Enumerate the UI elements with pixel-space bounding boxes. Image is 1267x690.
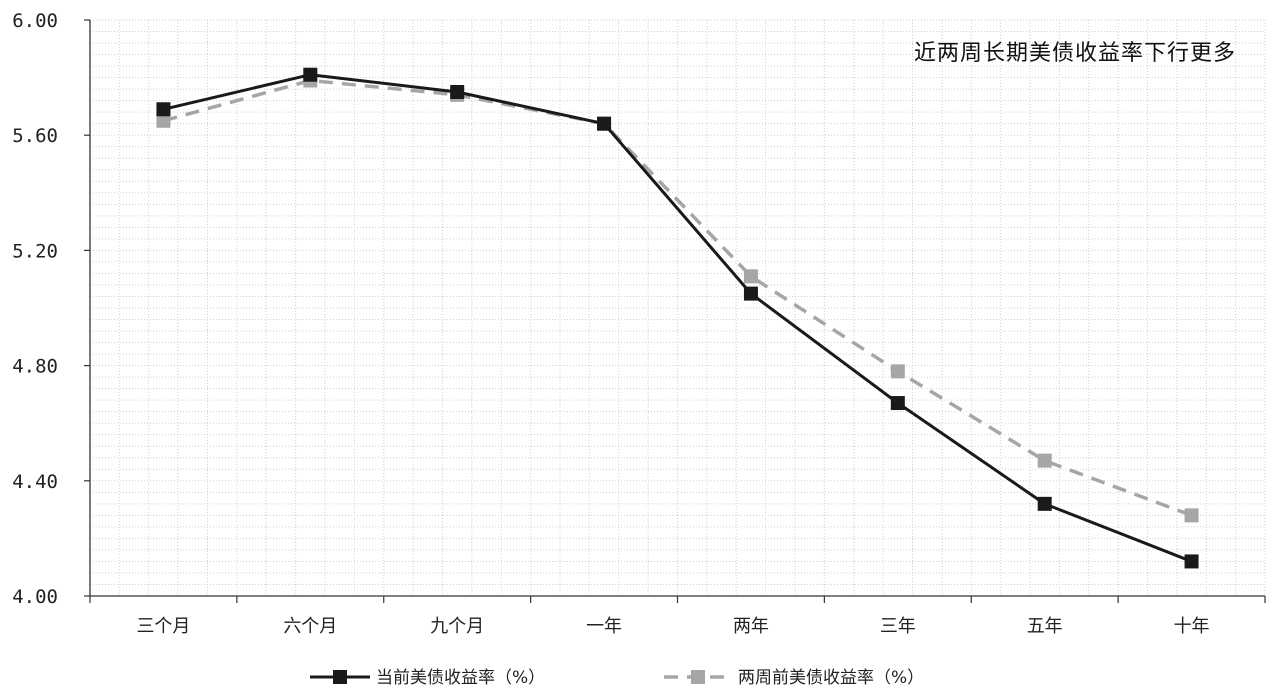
x-category-label: 十年 [1174,616,1210,637]
y-tick-label: 4.00 [12,586,58,608]
series-1-point [890,364,905,379]
series-0-point [303,67,318,82]
grid [90,19,1266,597]
x-category-label: 两年 [733,616,769,637]
x-category-label: 一年 [586,616,622,637]
x-category-label: 九个月 [430,616,484,637]
x-category-label: 五年 [1027,616,1063,637]
x-category-label: 三年 [880,616,916,637]
series-0-point [450,85,465,99]
axes [89,20,1266,603]
legend-swatch-marker-current [333,670,347,684]
series-line-0 [163,73,1193,563]
y-tick-label: 4.40 [12,471,58,493]
series-0-point [1037,496,1052,511]
y-tick-label: 5.20 [12,240,58,262]
legend-label-two-weeks: 两周前美债收益率（%） [738,668,924,688]
series-1-point [156,113,171,128]
y-tick-label: 4.80 [12,356,58,378]
series-0-point [890,396,905,411]
y-axis-ticks: 4.00 4.40 4.80 5.20 5.60 6.00 [12,10,90,608]
series-line-1 [162,78,1193,517]
series-1-point [743,269,758,284]
series-group [156,67,1199,569]
y-tick-label: 6.00 [12,10,58,32]
series-1-point [1184,508,1199,523]
legend: 当前美债收益率（%） 两周前美债收益率（%） [310,668,924,688]
x-category-label: 三个月 [136,616,190,637]
x-axis-categories: 三个月 六个月 九个月 一年 两年 三年 五年 十年 [136,616,1209,637]
series-0-point [597,116,612,131]
legend-swatch-marker-two-weeks [691,670,705,684]
series-0-point [1184,554,1199,569]
legend-label-current: 当前美债收益率（%） [376,668,545,688]
chart-annotation: 近两周长期美债收益率下行更多 [914,41,1236,66]
x-category-label: 六个月 [283,616,337,637]
series-1-point [1037,453,1052,468]
y-tick-label: 5.60 [12,125,58,147]
series-0-point [156,102,171,117]
series-0-point [743,286,758,301]
